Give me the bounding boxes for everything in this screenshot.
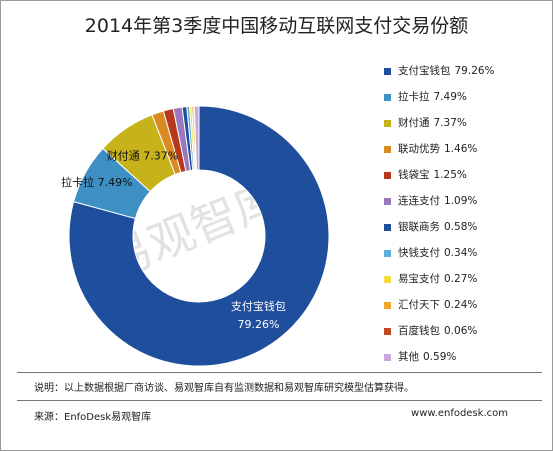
legend-item-6: 银联商务 0.58% xyxy=(384,219,549,245)
legend-label-11: 其他 0.59% xyxy=(398,349,460,365)
legend-value-6: 0.58% xyxy=(444,221,478,233)
legend-label-9: 汇付天下 0.24% xyxy=(398,297,481,313)
legend-name-9: 汇付天下 xyxy=(398,299,440,311)
legend-swatch-4 xyxy=(384,172,391,179)
legend-label-2: 财付通 7.37% xyxy=(398,115,471,131)
legend-name-1: 拉卡拉 xyxy=(398,91,430,103)
legend-value-10: 0.06% xyxy=(444,325,478,337)
legend-item-9: 汇付天下 0.24% xyxy=(384,297,549,323)
pie-slices xyxy=(68,105,330,367)
legend-swatch-0 xyxy=(384,68,391,75)
chart-legend: 支付宝钱包 79.26% 拉卡拉 7.49% 财付通 7.37% 联动优势 1.46% 钱袋宝 1… xyxy=(384,63,549,375)
legend-label-3: 联动优势 1.46% xyxy=(398,141,481,157)
legend-item-7: 快钱支付 0.34% xyxy=(384,245,549,271)
data-label-name-0: 支付宝钱包 xyxy=(231,299,286,313)
legend-name-2: 财付通 xyxy=(398,117,430,129)
chart-website: www.enfodesk.com xyxy=(411,408,508,419)
pie-slice-11 xyxy=(193,105,200,171)
legend-item-8: 易宝支付 0.27% xyxy=(384,271,549,297)
legend-name-4: 钱袋宝 xyxy=(398,169,430,181)
legend-label-6: 银联商务 0.58% xyxy=(398,219,481,235)
data-label-value-0: 79.26% xyxy=(237,318,279,331)
legend-name-3: 联动优势 xyxy=(398,143,440,155)
legend-name-10: 百度钱包 xyxy=(398,325,440,337)
chart-source: 来源：EnfoDesk易观智库 xyxy=(34,412,152,423)
legend-swatch-6 xyxy=(384,224,391,231)
pie-data-labels: 支付宝钱包 79.26% 拉卡拉 7.49% 财付通 7.37% xyxy=(61,149,286,331)
legend-label-7: 快钱支付 0.34% xyxy=(398,245,481,261)
footer-divider-bottom xyxy=(17,400,542,401)
legend-value-11: 0.59% xyxy=(423,351,457,363)
data-label-2: 财付通 7.37% xyxy=(107,149,178,163)
legend-swatch-8 xyxy=(384,276,391,283)
chart-title: 2014年第3季度中国移动互联网支付交易份额 xyxy=(84,15,469,37)
legend-value-8: 0.27% xyxy=(444,273,478,285)
legend-name-7: 快钱支付 xyxy=(398,247,440,259)
legend-value-9: 0.24% xyxy=(444,299,478,311)
legend-label-4: 钱袋宝 1.25% xyxy=(398,167,471,183)
legend-swatch-1 xyxy=(384,94,391,101)
legend-label-0: 支付宝钱包 79.26% xyxy=(398,63,499,79)
legend-swatch-11 xyxy=(384,354,391,361)
legend-item-2: 财付通 7.37% xyxy=(384,115,549,141)
legend-swatch-3 xyxy=(384,146,391,153)
legend-value-1: 7.49% xyxy=(433,91,467,103)
legend-item-10: 百度钱包 0.06% xyxy=(384,323,549,349)
legend-value-7: 0.34% xyxy=(444,247,478,259)
legend-name-6: 银联商务 xyxy=(398,221,440,233)
legend-item-11: 其他 0.59% xyxy=(384,349,549,375)
legend-name-0: 支付宝钱包 xyxy=(398,65,451,77)
legend-swatch-5 xyxy=(384,198,391,205)
footer-divider-top xyxy=(17,372,542,373)
legend-swatch-2 xyxy=(384,120,391,127)
legend-name-5: 连连支付 xyxy=(398,195,440,207)
legend-item-0: 支付宝钱包 79.26% xyxy=(384,63,549,89)
legend-swatch-9 xyxy=(384,302,391,309)
legend-value-4: 1.25% xyxy=(433,169,467,181)
legend-label-8: 易宝支付 0.27% xyxy=(398,271,481,287)
legend-label-10: 百度钱包 0.06% xyxy=(398,323,481,339)
legend-value-2: 7.37% xyxy=(433,117,467,129)
legend-item-3: 联动优势 1.46% xyxy=(384,141,549,167)
legend-name-11: 其他 xyxy=(398,351,419,363)
pie-slice-0 xyxy=(68,105,330,367)
chart-note: 说明：以上数据根据厂商访谈、易观智库自有监测数据和易观智库研究模型估算获得。 xyxy=(34,383,414,394)
legend-value-0: 79.26% xyxy=(454,65,495,77)
legend-value-3: 1.46% xyxy=(444,143,478,155)
data-label-1: 拉卡拉 7.49% xyxy=(61,175,132,189)
legend-label-1: 拉卡拉 7.49% xyxy=(398,89,471,105)
legend-name-8: 易宝支付 xyxy=(398,273,440,285)
legend-swatch-7 xyxy=(384,250,391,257)
legend-item-5: 连连支付 1.09% xyxy=(384,193,549,219)
legend-item-1: 拉卡拉 7.49% xyxy=(384,89,549,115)
legend-item-4: 钱袋宝 1.25% xyxy=(384,167,549,193)
legend-label-5: 连连支付 1.09% xyxy=(398,193,481,209)
legend-value-5: 1.09% xyxy=(444,195,478,207)
legend-swatch-10 xyxy=(384,328,391,335)
